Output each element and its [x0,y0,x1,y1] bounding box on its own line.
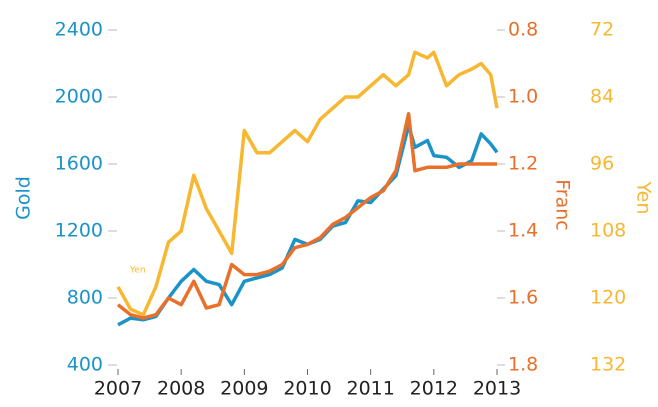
y-tick-label: 120 [590,287,626,309]
y-tick-label: 108 [590,220,626,242]
y-tick-label: 1.0 [508,86,538,108]
x-tick-label: 2012 [410,378,458,400]
x-tick-label: 2008 [157,378,205,400]
x-tick-label: 2009 [220,378,268,400]
y-tick-label: 1200 [55,220,103,242]
y-tick-label: 84 [590,86,614,108]
y-tick-label: 2400 [55,19,103,41]
series-line [117,123,499,327]
y-tick-label: 96 [590,153,614,175]
y-tick-label: 1.6 [508,287,538,309]
x-tick-label: 2007 [94,378,142,400]
y-tick-label: 800 [67,287,103,309]
y2-axis-title: Franc [552,179,574,231]
y-tick-label: 1.4 [508,220,538,242]
y-tick-label: 1.8 [508,354,538,376]
x-tick-label: 2011 [346,378,394,400]
y-tick-label: 400 [67,354,103,376]
y-tick-label: 1600 [55,153,103,175]
y-tick-label: 132 [590,354,626,376]
x-tick-label: 2013 [473,378,521,400]
y-tick-label: 1.2 [508,153,538,175]
y-tick-label: 2000 [55,86,103,108]
series-line [116,50,499,317]
annotation: Yen [129,266,146,276]
y-tick-label: 72 [590,19,614,41]
y3-axis-title: Yen [633,181,655,215]
y-tick-label: 0.8 [508,19,538,41]
y-axis-title: Gold [13,176,35,220]
x-tick-label: 2010 [283,378,331,400]
series-line [116,112,497,320]
